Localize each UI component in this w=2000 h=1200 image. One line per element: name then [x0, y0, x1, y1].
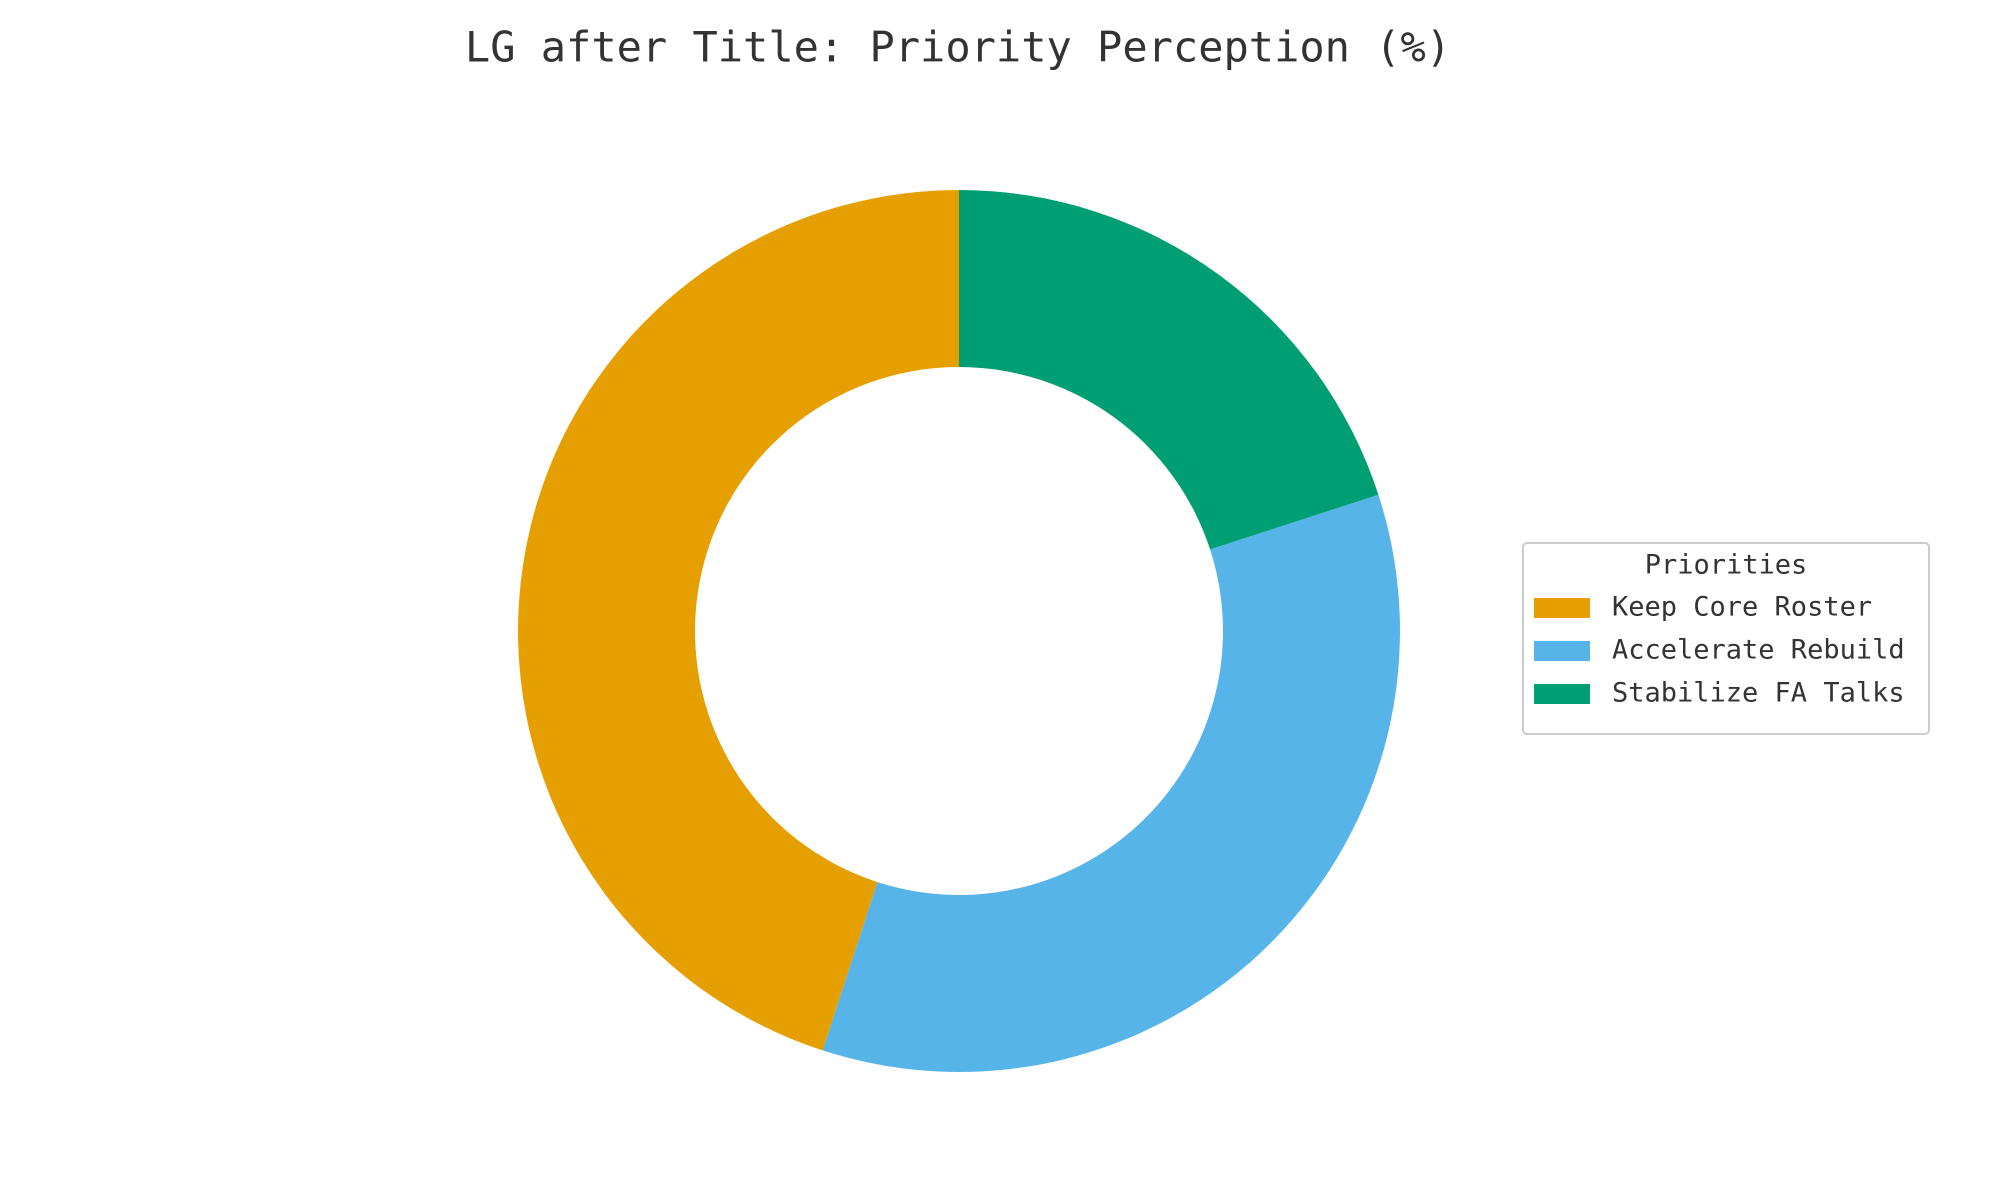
legend-swatch	[1534, 598, 1590, 618]
legend-swatch	[1534, 684, 1590, 704]
legend-label: Accelerate Rebuild	[1612, 635, 1905, 666]
wedge	[822, 494, 1400, 1072]
legend-label: Keep Core Roster	[1612, 592, 1872, 623]
wedge	[518, 190, 959, 1051]
legend-title: Priorities	[1645, 550, 1808, 581]
legend-label: Stabilize FA Talks	[1612, 678, 1905, 709]
legend-box	[1522, 542, 1930, 735]
chart-title: LG after Title: Priority Perception (%)	[465, 23, 1451, 72]
legend-swatch	[1534, 641, 1590, 661]
wedge	[959, 190, 1379, 550]
